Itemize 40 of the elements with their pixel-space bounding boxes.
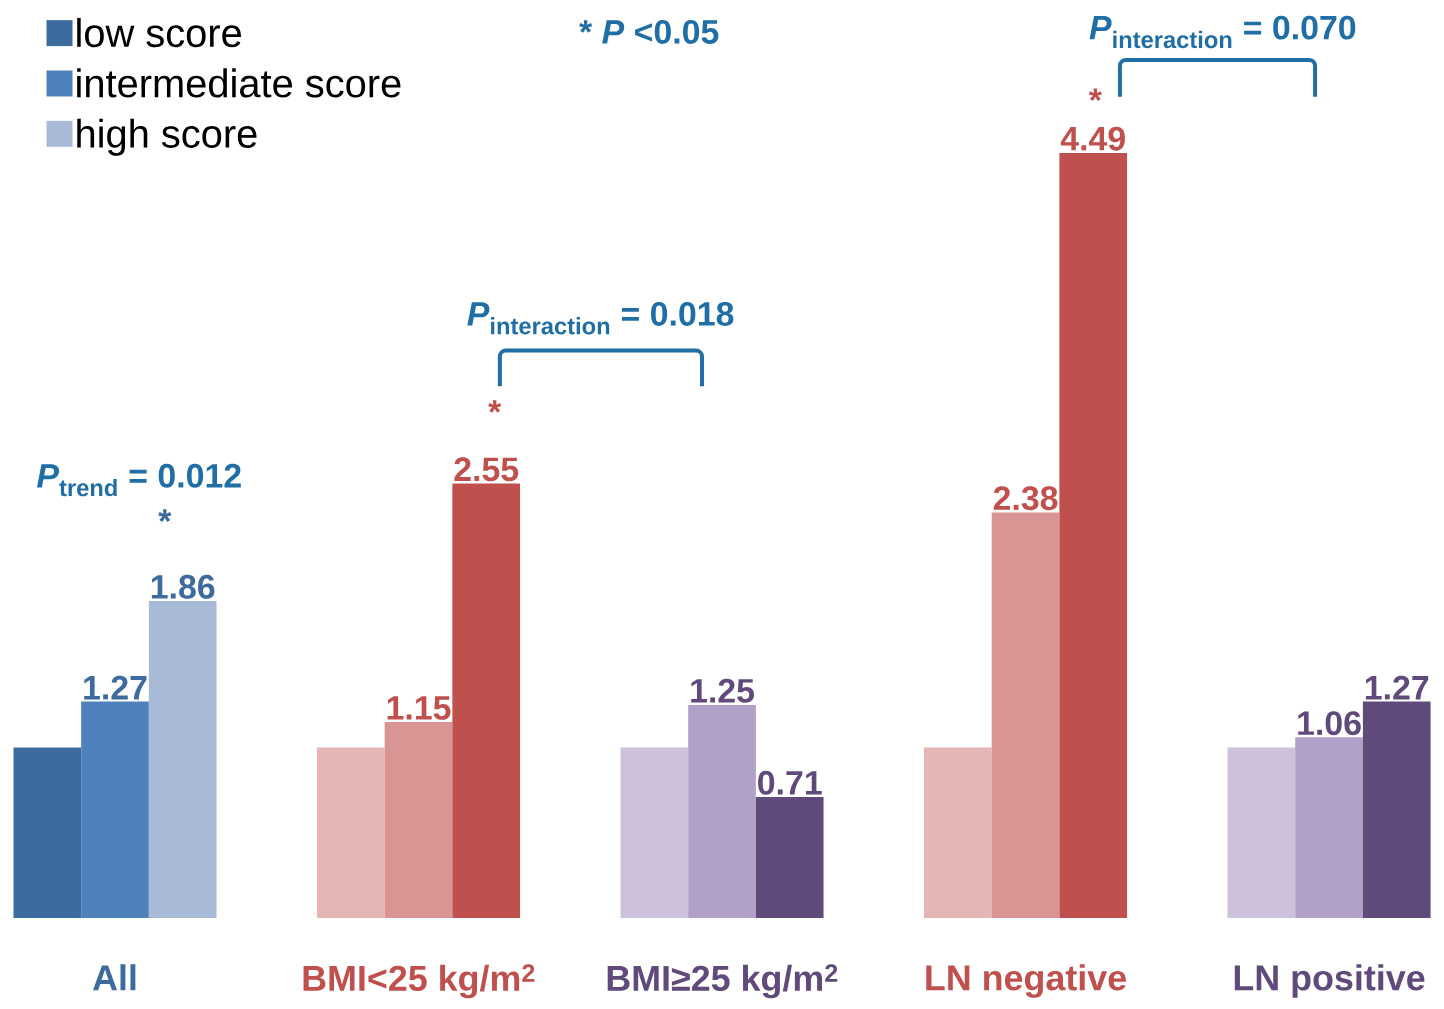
x-tick-label: LN negative [926,964,1126,998]
data-label: 2.55 [454,457,519,482]
bar [1295,737,1363,918]
x-tick-label: BMI<25 kg/m$^{2}$ [303,964,535,999]
data-label: 1.27 [1365,675,1429,700]
bar [688,705,756,918]
data-label: 2.38 [993,486,1058,511]
data-label: 1.27 [84,675,147,700]
legend-label: high score [77,118,257,156]
legend-label: low score [77,17,241,48]
annotation: $\textbf{\textit{P}}_{\textbf{interaction}}\textbf{ = 0.018}$ [467,301,734,335]
text: *P <0.05 [579,19,719,44]
bar [13,747,82,918]
data-label: 4.49 [1060,126,1125,151]
bar [755,797,824,918]
annotation: * [158,509,172,522]
annotation: $\textbf{\textit{P}}_{\textbf{trend}}\textbf{ = 0.012}$ [36,463,241,497]
bar [924,747,992,918]
bar [1362,701,1431,918]
annotation: * [488,400,502,413]
x-tick-label: BMI≥25 kg/m$^{2}$ [607,964,838,999]
data-label: 1.06 [1298,711,1361,736]
data-label: 0.71 [758,770,822,795]
bar [316,747,385,918]
legend-label: intermediate score [77,68,401,98]
data-label: 1.15 [387,696,451,720]
data-label: 1.86 [151,574,215,599]
bar [1059,152,1128,918]
bar [1227,747,1296,918]
bar [384,722,453,918]
bar [620,747,689,918]
bar [452,483,521,918]
x-tick-label: All [92,964,136,991]
data-label: 1.25 [691,678,755,703]
text: * [1088,88,1102,102]
bar [991,512,1060,918]
x-tick-label: LN positive [1234,964,1425,998]
bar [81,701,149,918]
bar [148,601,217,918]
text: $\textbf{\textit{P}}_{\textbf{interaction}}\textbf{ = 0.070}$ [1089,15,1356,49]
